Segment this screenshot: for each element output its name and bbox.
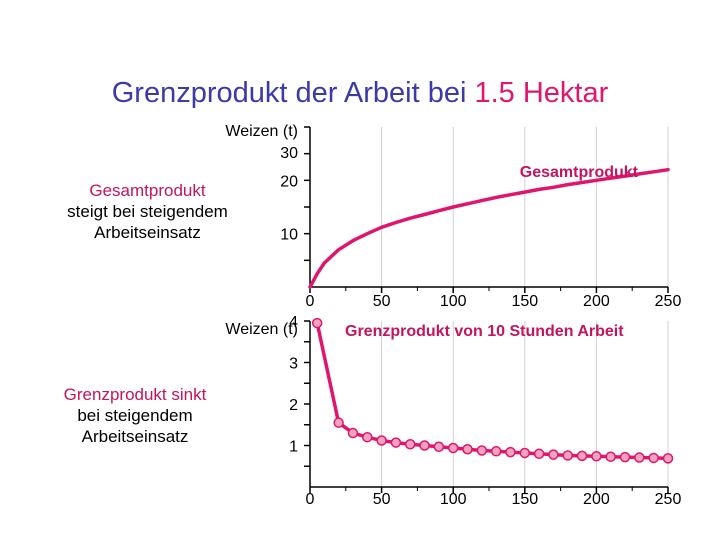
marginal-data-point bbox=[648, 452, 659, 464]
note-total-product-text: steigt bei steigendem Arbeitseinsatz bbox=[67, 202, 228, 242]
marginal-data-point bbox=[662, 453, 674, 464]
marginal-y-tick-label: 4 bbox=[289, 314, 298, 331]
marginal-y-tick-label: 2 bbox=[289, 397, 298, 414]
marginal-data-point bbox=[333, 417, 344, 428]
marginal-x-tick-label: 0 bbox=[306, 491, 315, 508]
total-x-tick-label: 250 bbox=[655, 293, 682, 310]
marginal-x-tick-label: 100 bbox=[440, 491, 467, 508]
marginal-data-point bbox=[533, 448, 545, 460]
marginal-data-point bbox=[447, 442, 459, 454]
marginal-data-point bbox=[505, 446, 516, 458]
marginal-y-unit-label: Weizen (t) bbox=[225, 321, 298, 338]
note-marginal-product-accent: Grenzprodukt sinkt bbox=[63, 385, 207, 404]
marginal-data-point bbox=[634, 452, 645, 463]
marginal-data-point bbox=[433, 441, 445, 452]
total-x-tick-label: 100 bbox=[440, 293, 467, 310]
total-series-line bbox=[308, 167, 670, 289]
marginal-data-point bbox=[519, 447, 531, 459]
marginal-x-tick-label: 50 bbox=[373, 491, 391, 508]
total-x-tick-label: 50 bbox=[373, 293, 391, 310]
total-x-tick-label: 200 bbox=[583, 293, 610, 310]
marginal-data-point bbox=[576, 450, 588, 462]
total-series-label: Gesamtprodukt bbox=[520, 164, 639, 181]
marginal-data-point bbox=[347, 427, 359, 439]
marginal-data-point bbox=[462, 443, 473, 455]
total-x-tick-label: 0 bbox=[306, 293, 315, 310]
marginal-x-tick-label: 150 bbox=[511, 491, 538, 508]
marginal-data-point bbox=[562, 450, 574, 461]
title-highlight: 1.5 Hektar bbox=[474, 77, 609, 109]
marginal-data-point bbox=[548, 449, 559, 460]
marginal-y-tick-label: 3 bbox=[289, 356, 298, 373]
marginal-data-point bbox=[490, 446, 502, 457]
marginal-data-point bbox=[419, 440, 430, 451]
marginal-x-tick-label: 250 bbox=[655, 491, 682, 508]
total-y-unit-label: Weizen (t) bbox=[225, 123, 298, 140]
marginal-data-point bbox=[591, 451, 602, 462]
note-total-product: Gesamtprodukt steigt bei steigendem Arbe… bbox=[40, 180, 255, 243]
marginal-data-point bbox=[311, 317, 323, 329]
total-y-tick-label: 30 bbox=[280, 145, 298, 162]
page-title: Grenzprodukt der Arbeit bei 1.5 Hektar bbox=[0, 77, 720, 110]
marginal-data-point bbox=[390, 437, 402, 448]
marginal-x-tick-label: 200 bbox=[583, 491, 610, 508]
marginal-data-point bbox=[605, 451, 616, 462]
marginal-data-point bbox=[376, 435, 387, 446]
note-total-product-accent: Gesamtprodukt bbox=[89, 181, 206, 200]
marginal-data-point bbox=[476, 445, 488, 456]
title-prefix: Grenzprodukt der Arbeit bei bbox=[111, 77, 475, 109]
marginal-series-label: Grenzprodukt von 10 Stunden Arbeit bbox=[345, 323, 624, 340]
marginal-data-point bbox=[362, 431, 373, 443]
total-x-tick-label: 150 bbox=[511, 293, 538, 310]
note-marginal-product-text: bei steigendem Arbeitseinsatz bbox=[77, 406, 193, 446]
total-y-tick-label: 10 bbox=[280, 227, 298, 244]
marginal-data-point bbox=[619, 451, 631, 463]
total-y-tick-label: 20 bbox=[280, 173, 298, 190]
marginal-y-tick-label: 1 bbox=[289, 439, 298, 456]
note-marginal-product: Grenzprodukt sinkt bei steigendem Arbeit… bbox=[40, 384, 230, 447]
marginal-data-point bbox=[404, 439, 416, 450]
